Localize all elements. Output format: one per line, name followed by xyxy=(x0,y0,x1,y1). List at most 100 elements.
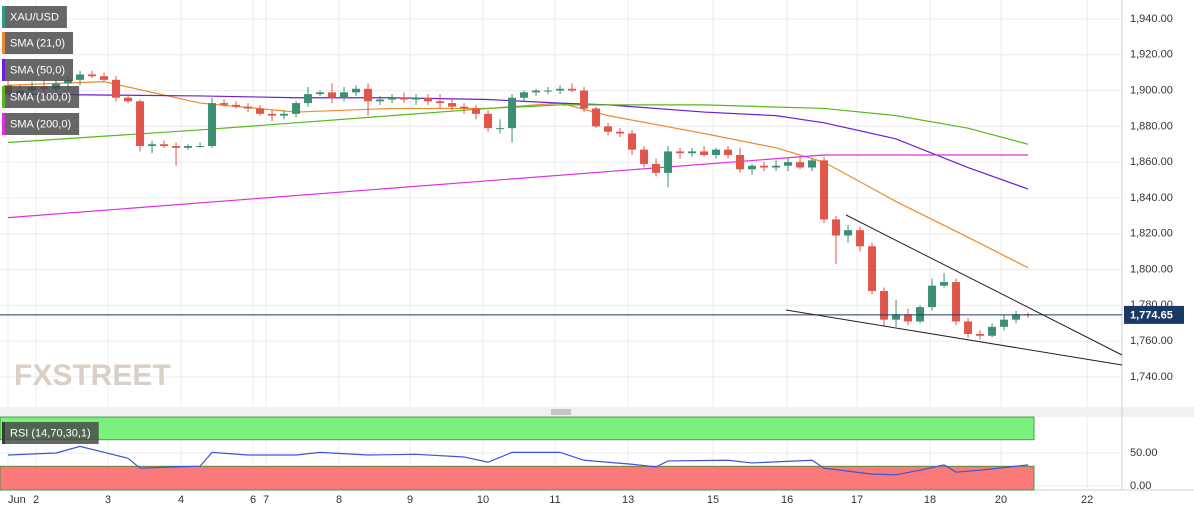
legend-swatch xyxy=(2,59,5,81)
legend-swatch xyxy=(2,32,5,54)
legend-box xyxy=(2,86,80,108)
y-tick-label: 1,940.00 xyxy=(1130,13,1173,25)
candle-body xyxy=(460,106,469,109)
candle-body xyxy=(868,246,877,292)
candle-body xyxy=(328,92,337,98)
candle-body xyxy=(100,76,109,80)
candle-body xyxy=(88,74,97,77)
candle-body xyxy=(496,128,505,130)
x-tick-label: 10 xyxy=(477,494,489,506)
x-tick-label: 2 xyxy=(33,494,39,506)
candle-body xyxy=(544,90,553,92)
x-tick-label: 3 xyxy=(105,494,111,506)
candle-body xyxy=(160,144,169,147)
x-tick-label: 13 xyxy=(622,494,634,506)
sma-line xyxy=(8,104,1029,145)
y-tick-label: 1,840.00 xyxy=(1130,192,1173,204)
candle-body xyxy=(256,108,265,114)
panel-separator xyxy=(0,407,1194,417)
legend-label: SMA (50,0) xyxy=(10,64,65,76)
candle-body xyxy=(520,92,529,98)
trend-line xyxy=(785,309,1123,366)
candle-body xyxy=(268,113,277,116)
candle-body xyxy=(448,103,457,107)
x-tick-label: 15 xyxy=(707,494,719,506)
candle-body xyxy=(844,230,853,236)
candle-body xyxy=(304,94,313,104)
candle-body xyxy=(376,99,385,102)
legend-box xyxy=(2,113,80,135)
candle-body xyxy=(892,314,901,320)
candle-body xyxy=(292,103,301,114)
candle-body xyxy=(64,79,73,84)
candle-body xyxy=(760,165,769,168)
rsi-bands xyxy=(0,416,1035,491)
y-tick-label: 1,900.00 xyxy=(1130,84,1173,96)
legend-swatch xyxy=(2,86,5,108)
y-tick-label: 50.00 xyxy=(1130,447,1158,459)
candle-body xyxy=(1000,319,1009,327)
y-tick-label: 1,800.00 xyxy=(1130,263,1173,275)
legend-box xyxy=(2,6,67,28)
candle-body xyxy=(532,90,541,93)
candle-body xyxy=(388,97,397,100)
legend-label: RSI (14,70,30,1) xyxy=(10,427,91,439)
candle-body xyxy=(436,101,445,104)
candle-body xyxy=(124,97,133,102)
legend-swatch xyxy=(2,113,5,135)
legend: XAU/USD SMA (21,0) SMA (50,0) SMA (100,0) SM… xyxy=(2,6,99,444)
last-price-label: 1,774.65 xyxy=(1130,309,1173,321)
candle-body xyxy=(772,165,781,168)
candle-body xyxy=(604,126,613,132)
watermark: FXSTREET xyxy=(14,359,171,392)
candle-body xyxy=(952,282,961,322)
x-tick-label: 22 xyxy=(1081,494,1093,506)
x-tick-label: Jun xyxy=(8,494,26,506)
candle-body xyxy=(280,113,289,116)
candle-body xyxy=(508,97,517,129)
candle-body xyxy=(424,97,433,102)
candle-body xyxy=(724,149,733,155)
candle-body xyxy=(580,90,589,109)
candle-body xyxy=(940,282,949,286)
candle-body xyxy=(640,149,649,164)
candle-body xyxy=(172,146,181,148)
candle-body xyxy=(592,108,601,127)
candle-body xyxy=(628,133,637,150)
candle-body xyxy=(472,108,481,114)
candle-body xyxy=(856,230,865,247)
x-tick-label: 6 xyxy=(250,494,256,506)
legend-box xyxy=(2,59,74,81)
y-tick-label: 1,760.00 xyxy=(1130,335,1173,347)
candle-body xyxy=(352,88,361,93)
labels: 1,740.001,760.001,780.001,800.001,820.00… xyxy=(8,13,1184,506)
legend-label: SMA (21,0) xyxy=(10,37,65,49)
sma-line xyxy=(7,154,1029,219)
candle-body xyxy=(700,151,709,155)
legend-label: SMA (100,0) xyxy=(10,91,71,103)
candle-body xyxy=(568,88,577,91)
y-tick-label: 1,820.00 xyxy=(1130,228,1173,240)
legend-swatch xyxy=(2,6,5,28)
candle-body xyxy=(616,131,625,134)
candle-body xyxy=(904,314,913,322)
legend-box xyxy=(2,32,74,54)
legend-box xyxy=(2,422,99,444)
x-tick-label: 16 xyxy=(781,494,793,506)
last-price-box xyxy=(1124,305,1184,324)
candle-body xyxy=(244,106,253,109)
candle-body xyxy=(916,307,925,322)
candle-body xyxy=(808,160,817,168)
y-tick-label: 1,880.00 xyxy=(1130,120,1173,132)
candle-body xyxy=(112,79,121,98)
y-tick-label: 1,740.00 xyxy=(1130,371,1173,383)
candle-body xyxy=(232,104,241,107)
x-tick-label: 4 xyxy=(178,494,184,506)
rsi-line xyxy=(8,445,1029,476)
legend-label: XAU/USD xyxy=(10,11,59,23)
candle-body xyxy=(556,88,565,91)
candle-body xyxy=(736,154,745,170)
candle-body xyxy=(652,163,661,173)
candle-body xyxy=(196,146,205,148)
